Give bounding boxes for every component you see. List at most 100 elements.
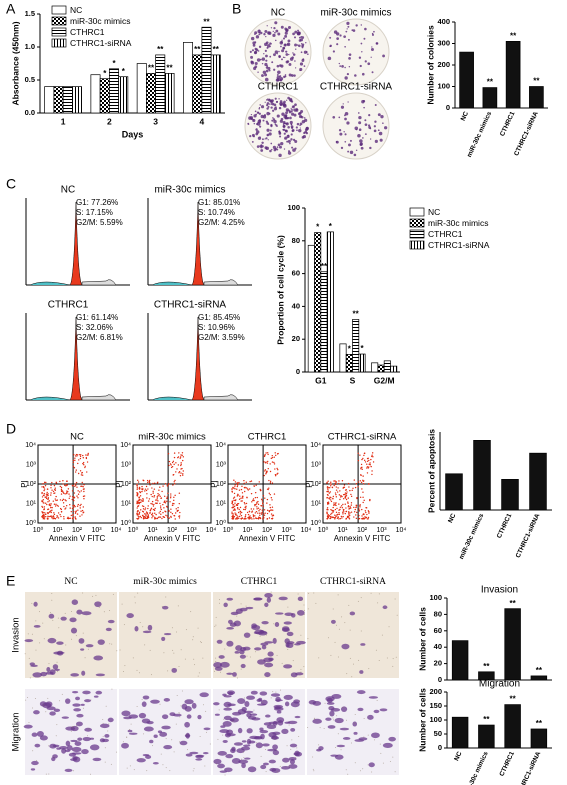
x-tick-label: G1 xyxy=(315,375,327,385)
event xyxy=(170,464,172,466)
event xyxy=(345,517,348,520)
colony xyxy=(274,123,277,126)
cell xyxy=(231,758,241,764)
event xyxy=(271,461,274,463)
pore xyxy=(335,624,337,626)
colony xyxy=(354,74,357,77)
colony xyxy=(266,65,269,67)
cell xyxy=(235,645,243,651)
pore xyxy=(287,649,289,651)
colony xyxy=(290,107,292,109)
pore xyxy=(111,688,113,690)
cell xyxy=(229,718,235,722)
colony xyxy=(266,128,270,132)
event xyxy=(334,508,337,511)
pore xyxy=(87,648,89,650)
bar xyxy=(118,76,129,114)
colony xyxy=(278,145,282,149)
event xyxy=(43,492,45,495)
event xyxy=(146,497,148,499)
colony xyxy=(287,151,292,155)
event xyxy=(159,502,161,505)
event xyxy=(248,488,251,490)
colony xyxy=(281,39,283,41)
event xyxy=(82,461,85,464)
event xyxy=(82,457,84,459)
colony xyxy=(276,73,279,77)
cell xyxy=(339,727,350,731)
event xyxy=(264,497,266,499)
chart-title: Migration xyxy=(479,679,520,690)
event xyxy=(260,513,263,515)
event xyxy=(328,515,331,517)
pore xyxy=(48,773,50,775)
cell xyxy=(237,698,246,704)
cell xyxy=(191,702,197,709)
event xyxy=(53,503,56,505)
event xyxy=(52,500,55,502)
event xyxy=(258,516,260,518)
colony xyxy=(371,71,374,74)
cell xyxy=(72,703,81,707)
event xyxy=(272,514,274,516)
event xyxy=(344,503,346,505)
event xyxy=(76,513,79,515)
event xyxy=(140,516,142,519)
event xyxy=(234,488,236,490)
event xyxy=(350,504,353,506)
event xyxy=(136,488,138,491)
colony xyxy=(276,114,280,118)
colony xyxy=(342,103,344,105)
event xyxy=(345,492,348,495)
cell xyxy=(239,654,246,659)
colony xyxy=(287,39,291,43)
cell xyxy=(226,672,234,675)
event xyxy=(339,517,342,520)
pore xyxy=(382,762,384,764)
event xyxy=(139,498,141,501)
colony xyxy=(268,132,272,136)
event xyxy=(170,466,173,469)
pore xyxy=(102,735,104,737)
tick-label: 10¹ xyxy=(52,527,63,534)
event xyxy=(257,500,259,503)
pore xyxy=(388,626,390,628)
event xyxy=(236,514,238,517)
pore xyxy=(103,611,105,613)
colony xyxy=(253,66,257,71)
event xyxy=(362,475,364,477)
event xyxy=(269,493,271,496)
cell xyxy=(89,744,100,751)
cell xyxy=(31,760,39,766)
pore xyxy=(367,764,369,766)
bar xyxy=(529,86,544,109)
event xyxy=(57,505,59,507)
cell xyxy=(254,735,263,739)
event xyxy=(272,509,274,511)
event xyxy=(358,517,361,520)
event xyxy=(365,511,367,514)
event xyxy=(371,473,373,476)
event xyxy=(261,500,264,502)
plate-label: NC xyxy=(271,8,285,19)
event xyxy=(350,495,353,498)
event xyxy=(335,504,337,507)
event xyxy=(178,492,181,494)
colony xyxy=(344,45,346,48)
pore xyxy=(357,600,359,602)
event xyxy=(266,512,269,515)
event xyxy=(177,506,179,509)
cell xyxy=(56,651,65,654)
event xyxy=(252,499,254,502)
tick-label: 10¹ xyxy=(242,527,253,534)
cell xyxy=(382,742,393,748)
pore xyxy=(346,673,348,675)
pore xyxy=(26,696,28,698)
cell xyxy=(373,709,380,714)
cell xyxy=(294,643,301,646)
pore xyxy=(121,603,123,605)
pore xyxy=(344,622,346,624)
plot-name: miR-30c mimics xyxy=(138,432,206,443)
tick-label: 10⁰ xyxy=(318,526,329,534)
